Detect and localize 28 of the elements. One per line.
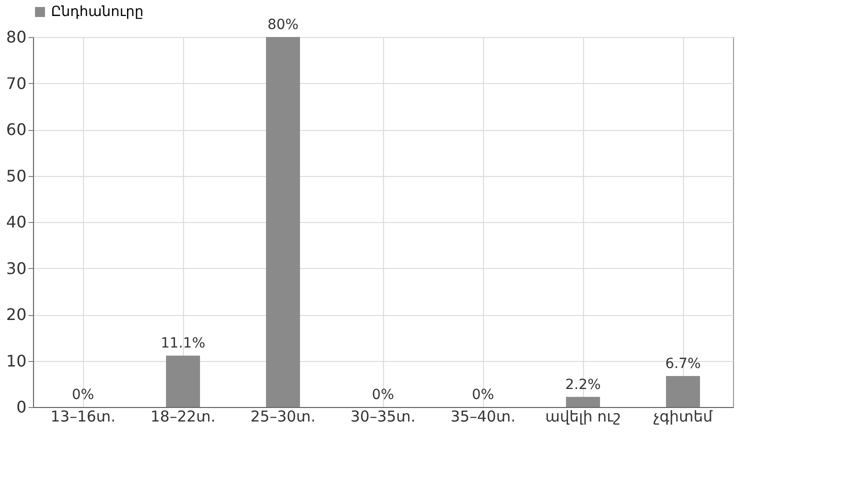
y-tick-label: 80 <box>6 28 26 46</box>
y-tick-label: 30 <box>6 258 26 278</box>
bar <box>666 376 700 407</box>
x-tick-label: ավելի ուշ <box>545 408 621 426</box>
data-label: 2.2% <box>565 376 601 393</box>
bar <box>166 356 200 407</box>
x-tick-label: 35–40տ. <box>450 408 516 426</box>
y-tick-label: 40 <box>6 212 26 232</box>
data-label: 0% <box>472 387 494 403</box>
data-label: 0% <box>72 387 94 403</box>
legend-label: Ընդհանուրը <box>51 4 144 20</box>
x-tick-label: 25–30տ. <box>250 408 316 426</box>
y-tick-label: 60 <box>6 120 26 139</box>
data-label: 80% <box>267 17 299 33</box>
y-tick-label: 70 <box>6 74 26 93</box>
x-tick-label: չգիտեմ <box>653 408 714 426</box>
data-label: 0% <box>372 387 394 403</box>
x-tick-label: 18–22տ. <box>150 408 216 426</box>
x-tick-label: 13–16տ. <box>50 408 116 426</box>
y-tick-label: 0 <box>16 398 26 416</box>
data-label: 11.1% <box>160 336 206 352</box>
x-tick-label: 30–35տ. <box>350 408 416 426</box>
bar <box>266 37 300 407</box>
y-tick-label: 50 <box>6 166 26 186</box>
y-tick-label: 10 <box>6 351 26 370</box>
bar <box>566 396 600 407</box>
data-label: 6.7% <box>665 356 701 372</box>
y-tick-label: 20 <box>6 305 26 324</box>
